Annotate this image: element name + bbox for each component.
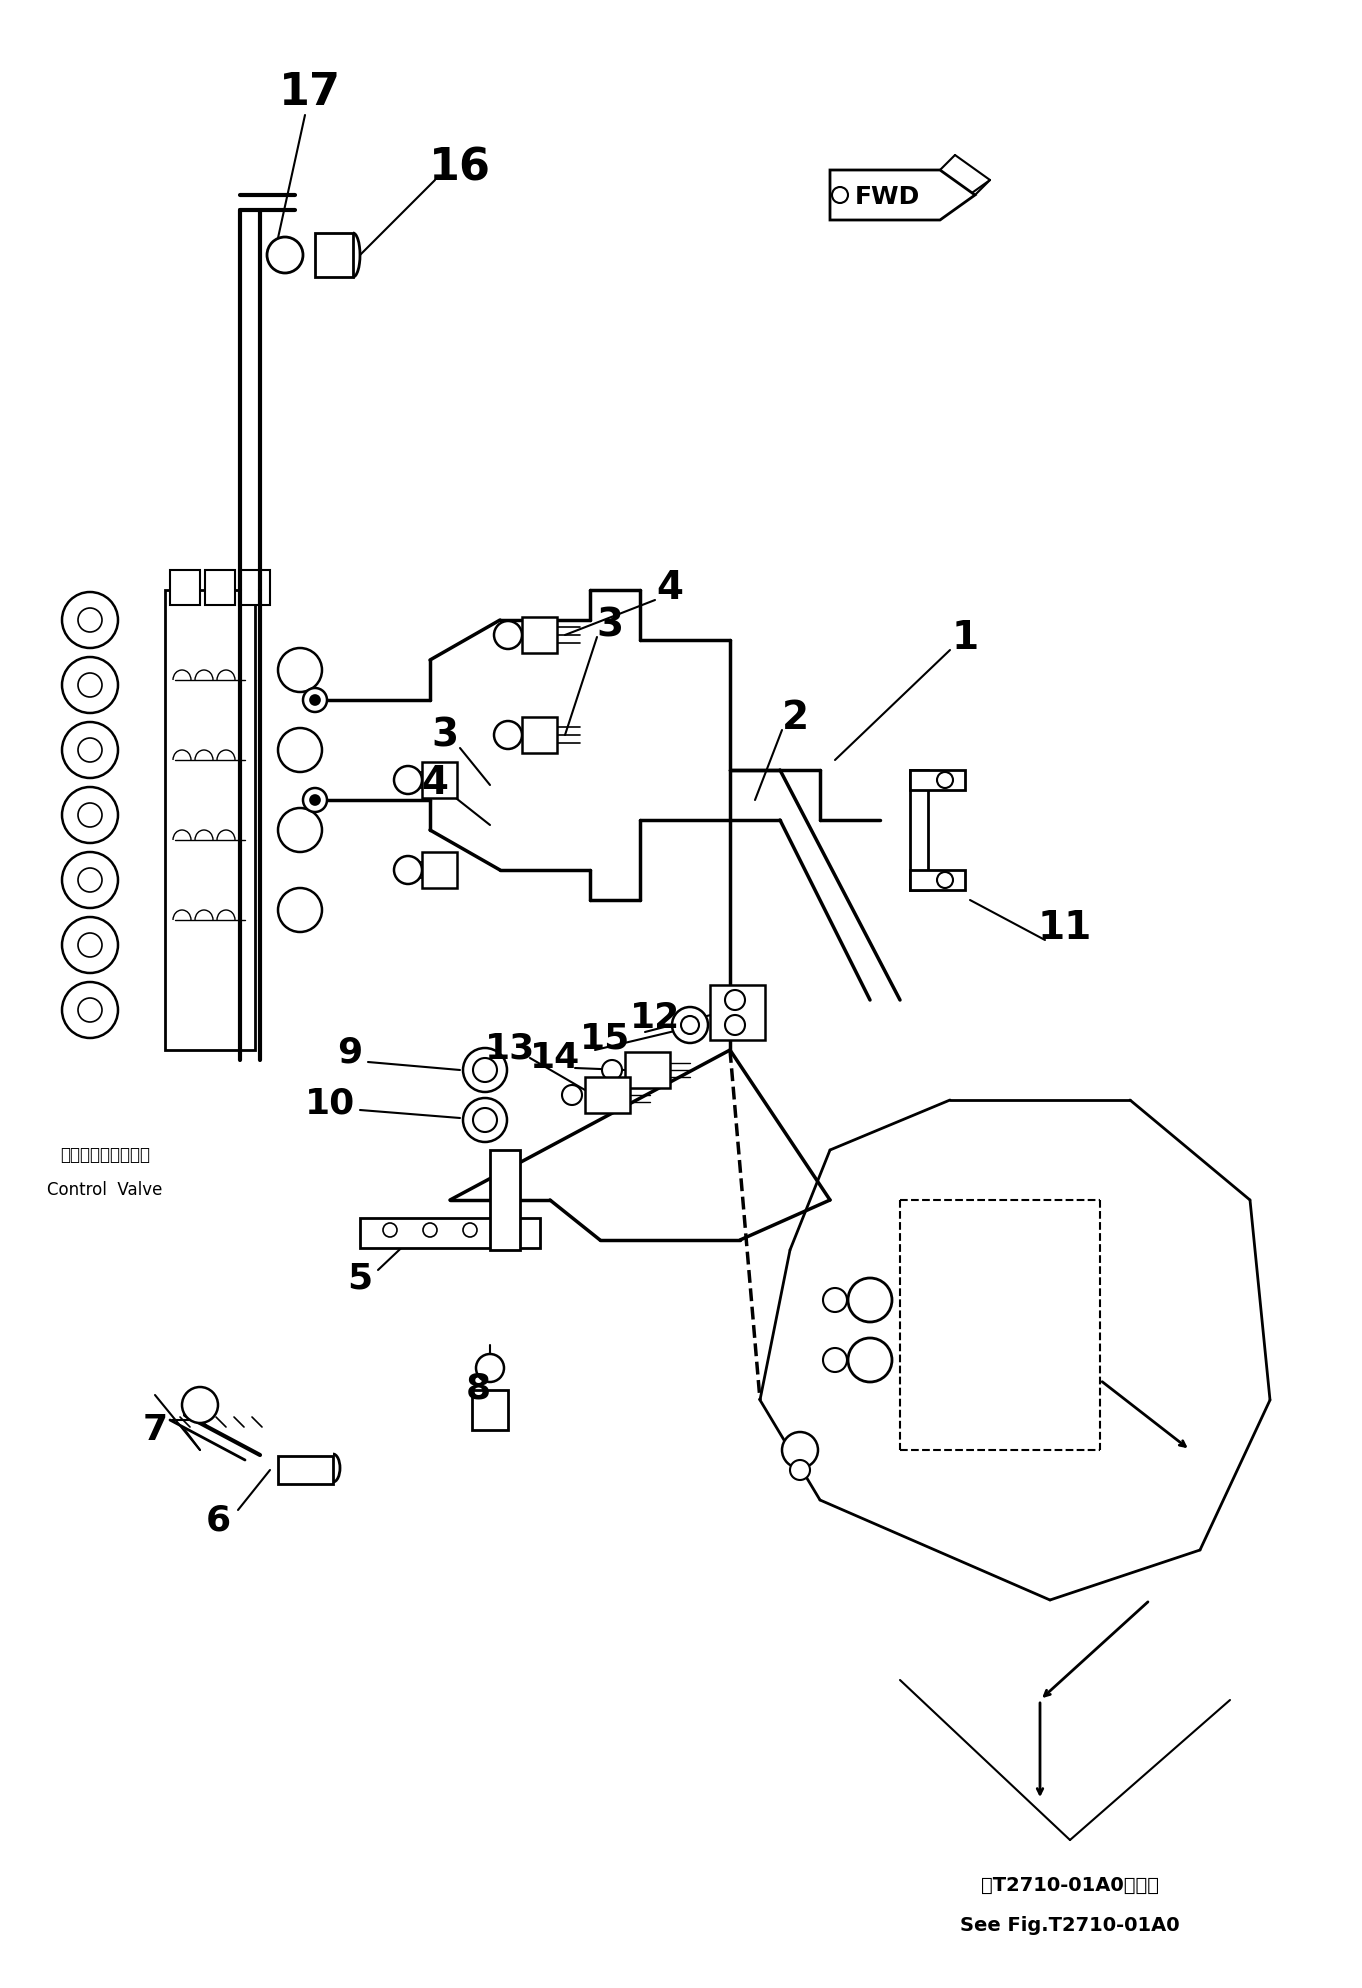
Circle shape	[563, 1085, 582, 1105]
Circle shape	[473, 1058, 497, 1081]
Circle shape	[278, 807, 321, 853]
Circle shape	[63, 787, 118, 843]
Text: 14: 14	[530, 1042, 580, 1076]
Circle shape	[782, 1431, 819, 1467]
Text: 16: 16	[429, 147, 490, 189]
Text: 2: 2	[782, 700, 809, 738]
Bar	[422, 853, 458, 889]
Bar	[522, 718, 557, 753]
Circle shape	[463, 1097, 507, 1141]
Bar	[586, 1077, 631, 1113]
Circle shape	[832, 187, 849, 203]
Circle shape	[681, 1016, 699, 1034]
Bar	[422, 761, 458, 797]
Circle shape	[473, 1107, 497, 1131]
Text: 10: 10	[305, 1085, 355, 1119]
Circle shape	[63, 916, 118, 972]
Circle shape	[849, 1338, 892, 1382]
Text: 9: 9	[338, 1036, 362, 1070]
Text: 6: 6	[206, 1503, 230, 1537]
Circle shape	[302, 688, 327, 712]
Text: FWD: FWD	[854, 185, 919, 209]
Circle shape	[475, 1354, 504, 1382]
Circle shape	[602, 1060, 622, 1079]
Bar	[360, 1219, 539, 1248]
Bar	[522, 616, 557, 652]
Text: 7: 7	[143, 1413, 168, 1447]
Circle shape	[78, 803, 102, 827]
Bar	[473, 1390, 508, 1429]
Text: 3: 3	[597, 606, 624, 644]
Text: Control  Valve: Control Valve	[48, 1181, 162, 1199]
Text: コントロールバルブ: コントロールバルブ	[60, 1145, 150, 1165]
Circle shape	[78, 998, 102, 1022]
Bar	[315, 233, 353, 276]
Bar	[240, 571, 270, 604]
Circle shape	[278, 889, 321, 932]
Bar	[490, 1149, 520, 1250]
Circle shape	[278, 648, 321, 692]
Circle shape	[463, 1223, 477, 1237]
Circle shape	[503, 1223, 518, 1237]
Circle shape	[823, 1348, 847, 1372]
Circle shape	[63, 592, 118, 648]
Bar	[710, 984, 765, 1040]
Text: 5: 5	[347, 1260, 373, 1294]
Bar	[910, 871, 966, 891]
Circle shape	[394, 857, 422, 885]
Text: 1: 1	[952, 618, 978, 656]
Circle shape	[78, 869, 102, 893]
Polygon shape	[829, 171, 975, 221]
Circle shape	[671, 1008, 708, 1044]
Bar	[625, 1052, 670, 1087]
Bar	[170, 571, 200, 604]
Text: 8: 8	[466, 1372, 490, 1406]
Circle shape	[463, 1048, 507, 1091]
Bar	[165, 590, 255, 1050]
Circle shape	[311, 696, 320, 706]
Circle shape	[790, 1459, 810, 1479]
Circle shape	[278, 728, 321, 771]
Text: 15: 15	[580, 1022, 631, 1056]
Circle shape	[394, 765, 422, 793]
Circle shape	[78, 738, 102, 761]
Circle shape	[849, 1278, 892, 1322]
Bar	[910, 769, 966, 789]
Text: 11: 11	[1038, 909, 1092, 946]
Text: 17: 17	[279, 70, 340, 113]
Circle shape	[63, 722, 118, 777]
Circle shape	[424, 1223, 437, 1237]
Circle shape	[494, 620, 522, 648]
Bar	[278, 1455, 332, 1483]
Text: 4: 4	[656, 569, 684, 606]
Text: 12: 12	[629, 1002, 680, 1036]
Circle shape	[78, 608, 102, 632]
Bar	[206, 571, 236, 604]
Circle shape	[725, 990, 745, 1010]
Text: 第T2710-01A0図参照: 第T2710-01A0図参照	[981, 1875, 1159, 1895]
Circle shape	[63, 656, 118, 714]
Text: 4: 4	[421, 763, 448, 801]
Circle shape	[267, 237, 302, 272]
Circle shape	[63, 982, 118, 1038]
Circle shape	[725, 1016, 745, 1036]
Text: See Fig.T2710-01A0: See Fig.T2710-01A0	[960, 1916, 1179, 1934]
Circle shape	[78, 932, 102, 956]
Bar	[910, 769, 928, 891]
Circle shape	[183, 1388, 218, 1423]
Circle shape	[302, 787, 327, 811]
Circle shape	[311, 795, 320, 805]
Circle shape	[63, 853, 118, 909]
Circle shape	[937, 873, 953, 889]
Circle shape	[78, 674, 102, 698]
Circle shape	[937, 771, 953, 787]
Circle shape	[823, 1288, 847, 1312]
Text: 3: 3	[432, 716, 459, 753]
Text: 13: 13	[485, 1032, 535, 1066]
Circle shape	[494, 722, 522, 749]
Circle shape	[383, 1223, 396, 1237]
